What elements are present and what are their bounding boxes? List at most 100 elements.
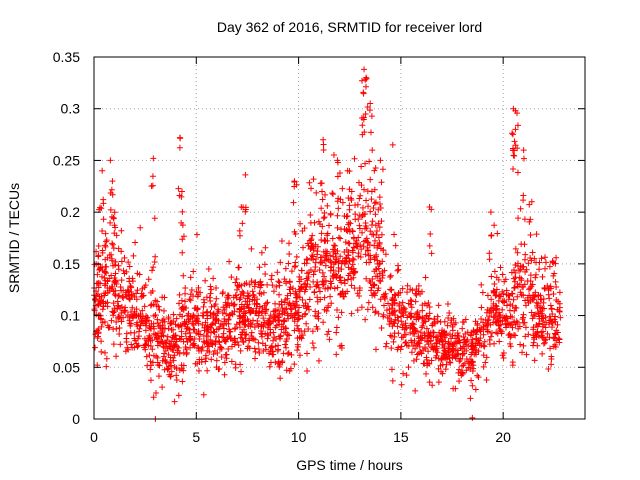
data-point: [483, 377, 490, 384]
data-point: [335, 195, 342, 202]
data-point: [367, 228, 374, 235]
data-point: [324, 202, 331, 209]
data-point: [377, 157, 384, 164]
data-point: [176, 366, 183, 373]
data-point: [286, 279, 293, 286]
data-point: [138, 290, 145, 297]
data-point: [442, 366, 449, 373]
data-point: [286, 240, 293, 247]
data-point: [446, 331, 453, 338]
data-point: [511, 284, 518, 291]
data-point: [215, 306, 222, 313]
data-point: [144, 362, 151, 369]
data-point: [329, 190, 336, 197]
data-point: [221, 371, 228, 378]
data-point: [165, 363, 172, 370]
data-point: [552, 278, 559, 285]
data-point: [523, 266, 530, 273]
data-point: [264, 324, 271, 331]
x-tick-label: 10: [291, 429, 307, 445]
data-point: [469, 343, 476, 350]
data-point: [101, 242, 108, 249]
data-point: [333, 324, 340, 331]
data-point: [326, 222, 333, 229]
data-point: [314, 313, 321, 320]
data-point: [304, 256, 311, 263]
data-point: [187, 291, 194, 298]
data-point: [107, 189, 114, 196]
data-point: [412, 290, 419, 297]
data-point: [142, 346, 149, 353]
data-point: [307, 219, 314, 226]
data-point: [502, 276, 509, 283]
data-point: [327, 267, 334, 274]
data-point: [530, 339, 537, 346]
data-point: [275, 278, 282, 285]
data-point: [221, 318, 228, 325]
data-point: [349, 228, 356, 235]
data-point: [350, 234, 357, 241]
data-point: [269, 348, 276, 355]
data-points: [91, 66, 564, 422]
data-point: [152, 253, 159, 260]
data-point: [486, 256, 493, 263]
data-point: [477, 328, 484, 335]
data-point: [192, 360, 199, 367]
data-point: [232, 325, 239, 332]
data-point: [335, 205, 342, 212]
data-point: [535, 310, 542, 317]
data-point: [161, 294, 168, 301]
data-point: [359, 131, 366, 138]
data-point: [353, 237, 360, 244]
data-point: [385, 300, 392, 307]
data-point: [291, 361, 298, 368]
data-point: [321, 273, 328, 280]
data-point: [363, 275, 370, 282]
data-point: [274, 269, 281, 276]
data-point: [239, 220, 246, 227]
data-point: [461, 350, 468, 357]
data-point: [319, 196, 326, 203]
data-point: [164, 365, 171, 372]
data-point: [528, 309, 535, 316]
data-point: [223, 310, 230, 317]
data-point: [392, 316, 399, 323]
data-point: [506, 307, 513, 314]
data-point: [400, 370, 407, 377]
data-point: [486, 341, 493, 348]
data-point: [402, 339, 409, 346]
data-point: [486, 307, 493, 314]
data-point: [282, 325, 289, 332]
data-point: [309, 252, 316, 259]
data-point: [167, 373, 174, 380]
data-point: [380, 313, 387, 320]
data-point: [479, 289, 486, 296]
data-point: [240, 339, 247, 346]
data-point: [539, 350, 546, 357]
data-point: [460, 362, 467, 369]
data-point: [112, 258, 119, 265]
data-point: [408, 349, 415, 356]
data-point: [252, 336, 259, 343]
data-point: [422, 274, 429, 281]
data-point: [237, 331, 244, 338]
data-point: [187, 344, 194, 351]
data-point: [108, 186, 115, 193]
data-point: [503, 287, 510, 294]
data-point: [522, 251, 529, 258]
data-point: [381, 293, 388, 300]
data-point: [94, 335, 101, 342]
data-point: [246, 281, 253, 288]
data-point: [149, 182, 156, 189]
data-point: [333, 351, 340, 358]
data-point: [291, 327, 298, 334]
data-point: [335, 314, 342, 321]
data-point: [478, 304, 485, 311]
data-point: [400, 306, 407, 313]
data-point: [150, 330, 157, 337]
data-point: [374, 228, 381, 235]
data-point: [286, 250, 293, 257]
data-point: [240, 312, 247, 319]
data-point: [225, 345, 232, 352]
data-point: [403, 325, 410, 332]
